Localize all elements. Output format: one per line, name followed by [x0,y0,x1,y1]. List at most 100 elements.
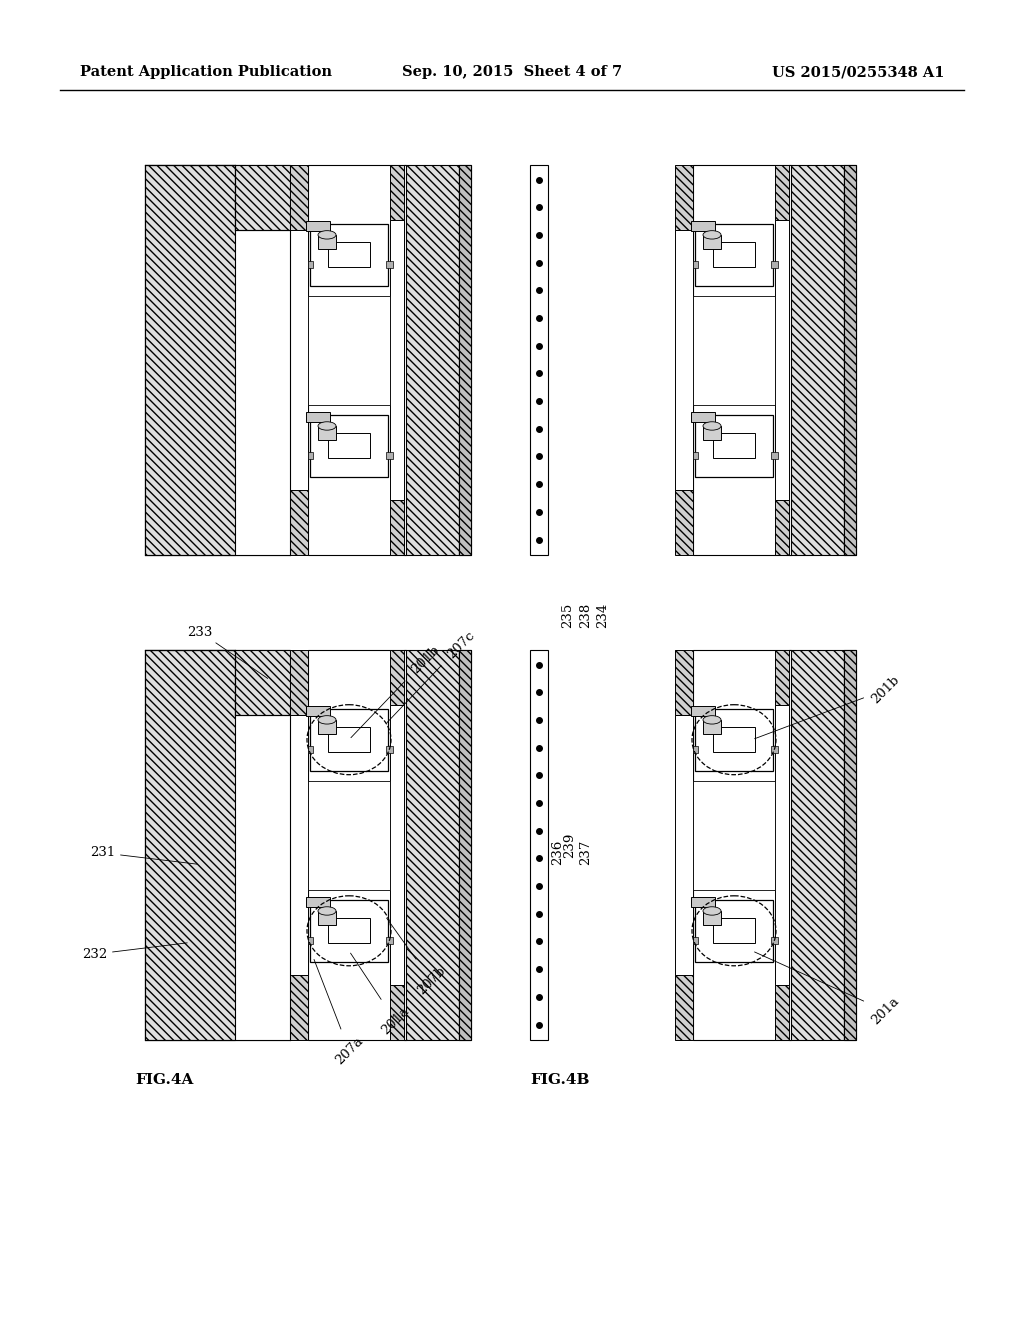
Text: 233: 233 [187,626,267,678]
Bar [328,727,371,752]
Text: 231: 231 [90,846,198,865]
Text: FIG.4A: FIG.4A [135,1073,194,1086]
Text: 238: 238 [580,603,593,628]
Bar [318,719,336,734]
Ellipse shape [318,907,336,915]
Bar [308,746,313,752]
Bar [693,165,791,554]
Bar [693,261,698,268]
Bar [844,649,856,1040]
Bar [306,896,330,907]
Bar [145,649,290,1040]
Bar [713,919,756,944]
Bar [530,165,548,554]
Bar [234,230,290,554]
Bar [306,220,330,231]
Text: US 2015/0255348 A1: US 2015/0255348 A1 [771,65,944,79]
Ellipse shape [703,422,721,430]
Bar [844,165,856,554]
Bar [234,649,290,715]
Bar [693,780,775,890]
Bar [290,715,308,975]
Text: 201b: 201b [351,643,442,738]
Bar [308,649,406,1040]
Bar [459,165,471,554]
Bar [234,715,290,1040]
Bar [308,780,390,890]
Bar [703,911,721,925]
Bar [234,165,290,230]
Ellipse shape [318,422,336,430]
Bar [306,706,330,715]
Bar [386,451,393,459]
Bar [703,426,721,440]
Bar [306,412,330,422]
Bar [386,746,393,752]
Bar [675,165,693,230]
Bar [290,975,308,1040]
Bar [459,165,471,554]
Bar [386,937,393,944]
Bar [693,746,698,752]
Ellipse shape [703,231,721,239]
Bar [328,919,371,944]
Bar [675,975,693,1040]
Bar [390,165,404,220]
Ellipse shape [703,907,721,915]
Bar [390,220,404,500]
Bar [675,649,693,715]
Bar [310,709,388,771]
Bar [310,900,388,962]
Bar [290,230,308,490]
Bar [310,414,388,477]
Bar [693,451,698,459]
Bar [844,165,856,554]
Bar [691,412,715,422]
Bar [318,911,336,925]
Bar [310,223,388,285]
Bar [530,649,548,1040]
Bar [771,261,778,268]
Bar [691,220,715,231]
Bar [328,433,371,458]
Bar [308,165,406,554]
Bar [390,705,404,985]
Bar [775,985,790,1040]
Text: 235: 235 [561,603,574,628]
Text: 234: 234 [597,603,609,628]
Bar [771,746,778,752]
Text: 236: 236 [552,840,564,866]
Bar [775,165,790,220]
Bar [695,900,773,962]
Bar [308,451,313,459]
Bar [290,490,308,554]
Text: 207a: 207a [314,960,366,1067]
Bar [771,451,778,459]
Ellipse shape [703,715,721,725]
Bar [790,165,844,554]
Text: 201a: 201a [755,952,901,1027]
Ellipse shape [318,231,336,239]
Bar [234,165,290,230]
Bar [390,985,404,1040]
Bar [675,230,693,490]
Bar [234,649,290,715]
Text: 201a: 201a [350,953,412,1038]
Bar [318,426,336,440]
Text: 237: 237 [580,840,593,866]
Bar [695,223,773,285]
Bar [775,500,790,554]
Bar [290,649,308,715]
Bar [844,649,856,1040]
Text: FIG.4B: FIG.4B [530,1073,590,1086]
Ellipse shape [318,715,336,725]
Bar [290,165,308,230]
Bar [459,649,471,1040]
Bar [386,261,393,268]
Text: 201b: 201b [755,673,902,739]
Bar [775,649,790,705]
Text: 207b: 207b [387,917,447,998]
Bar [675,490,693,554]
Text: Patent Application Publication: Patent Application Publication [80,65,332,79]
Bar [145,165,234,554]
